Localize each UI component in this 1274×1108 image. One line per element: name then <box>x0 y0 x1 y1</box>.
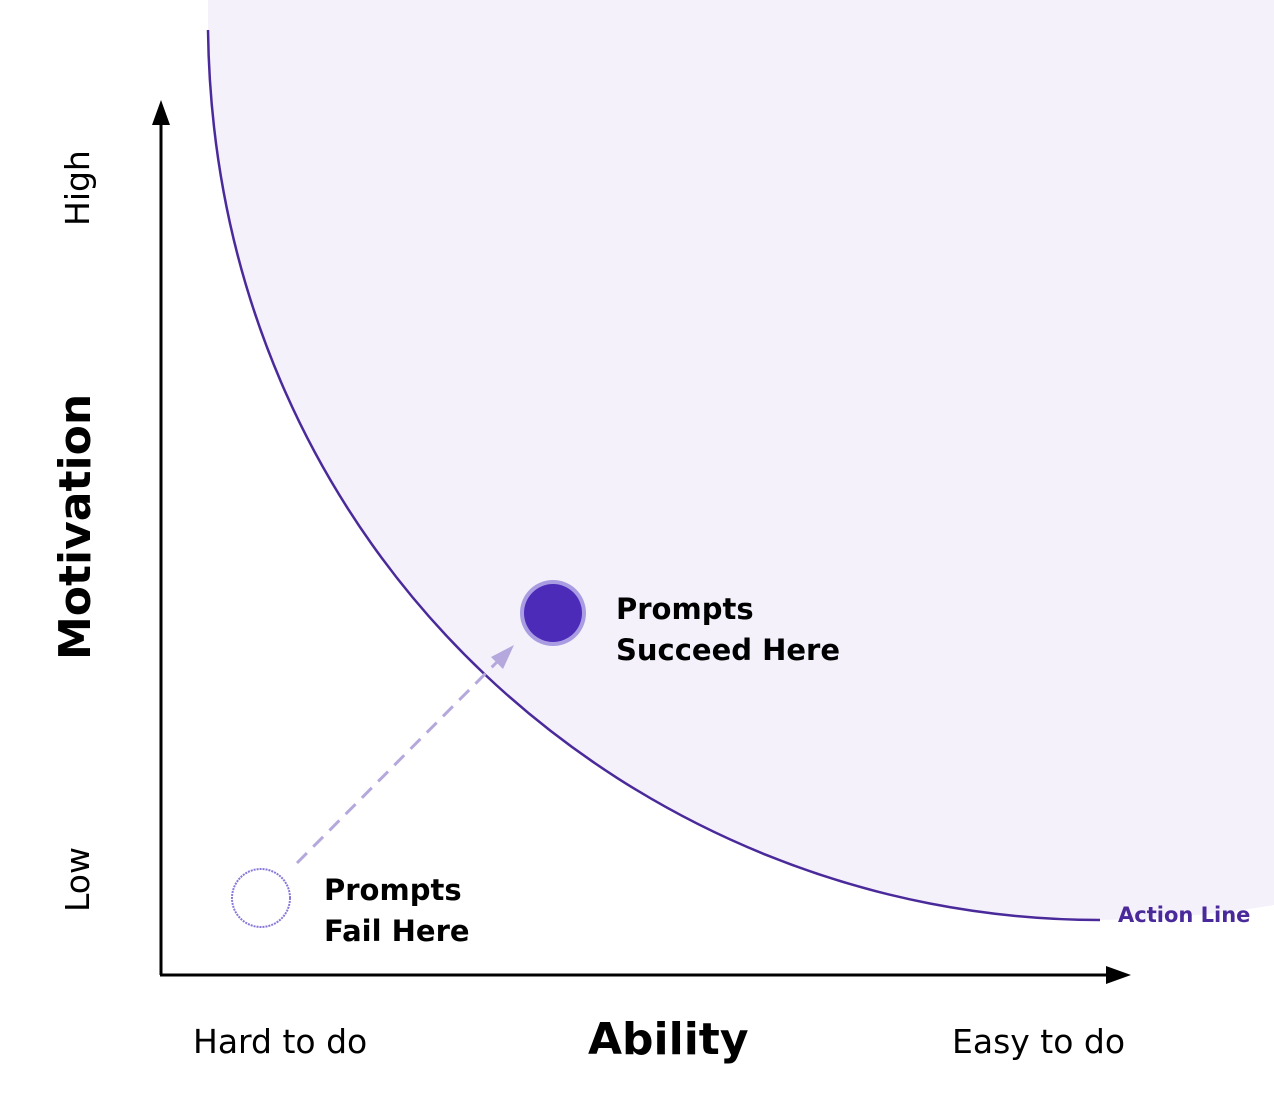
action-region <box>208 0 1274 920</box>
succeed-label-line2: Succeed Here <box>616 633 841 667</box>
progress-arrowhead <box>491 645 514 669</box>
succeed-point <box>524 584 582 642</box>
fail-label-line1: Prompts <box>324 873 462 907</box>
fail-label: Prompts Fail Here <box>324 870 470 952</box>
y-low-label: Low <box>58 847 97 912</box>
fail-point <box>231 868 291 928</box>
action-line-label: Action Line <box>1118 903 1251 927</box>
y-high-label: High <box>58 150 97 226</box>
succeed-label: Prompts Succeed Here <box>616 589 840 671</box>
y-axis-title: Motivation <box>50 393 101 660</box>
x-low-label: Hard to do <box>193 1022 368 1061</box>
succeed-label-line1: Prompts <box>616 592 754 626</box>
progress-arrow <box>295 659 500 865</box>
y-axis-arrowhead <box>152 100 170 125</box>
x-axis-title: Ability <box>588 1014 749 1065</box>
x-high-label: Easy to do <box>952 1022 1126 1061</box>
fail-label-line2: Fail Here <box>324 914 470 948</box>
x-axis-arrowhead <box>1106 966 1131 984</box>
